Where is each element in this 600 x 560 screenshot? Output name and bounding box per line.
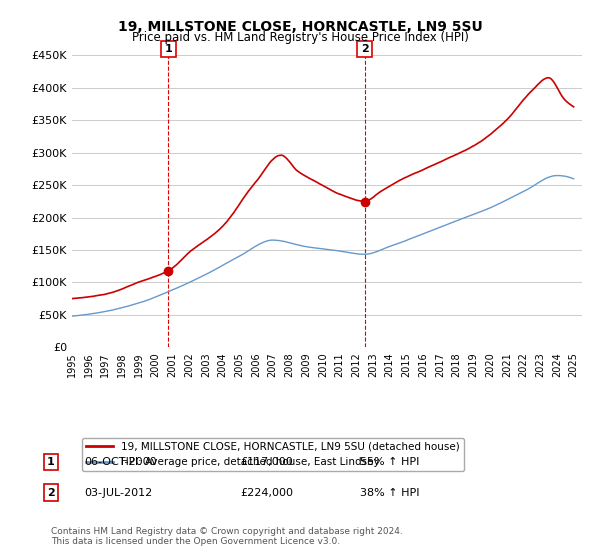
Text: 19, MILLSTONE CLOSE, HORNCASTLE, LN9 5SU: 19, MILLSTONE CLOSE, HORNCASTLE, LN9 5SU xyxy=(118,20,482,34)
Text: 2: 2 xyxy=(47,488,55,498)
Text: 06-OCT-2000: 06-OCT-2000 xyxy=(84,457,157,467)
Text: Price paid vs. HM Land Registry's House Price Index (HPI): Price paid vs. HM Land Registry's House … xyxy=(131,31,469,44)
Text: Contains HM Land Registry data © Crown copyright and database right 2024.
This d: Contains HM Land Registry data © Crown c… xyxy=(51,526,403,546)
Text: 38% ↑ HPI: 38% ↑ HPI xyxy=(360,488,419,498)
Legend: 19, MILLSTONE CLOSE, HORNCASTLE, LN9 5SU (detached house), HPI: Average price, d: 19, MILLSTONE CLOSE, HORNCASTLE, LN9 5SU… xyxy=(82,438,464,472)
Text: 2: 2 xyxy=(361,44,368,54)
Text: 1: 1 xyxy=(47,457,55,467)
Text: 55% ↑ HPI: 55% ↑ HPI xyxy=(360,457,419,467)
Text: £117,000: £117,000 xyxy=(240,457,293,467)
Text: £224,000: £224,000 xyxy=(240,488,293,498)
Text: 03-JUL-2012: 03-JUL-2012 xyxy=(84,488,152,498)
Text: 1: 1 xyxy=(164,44,172,54)
